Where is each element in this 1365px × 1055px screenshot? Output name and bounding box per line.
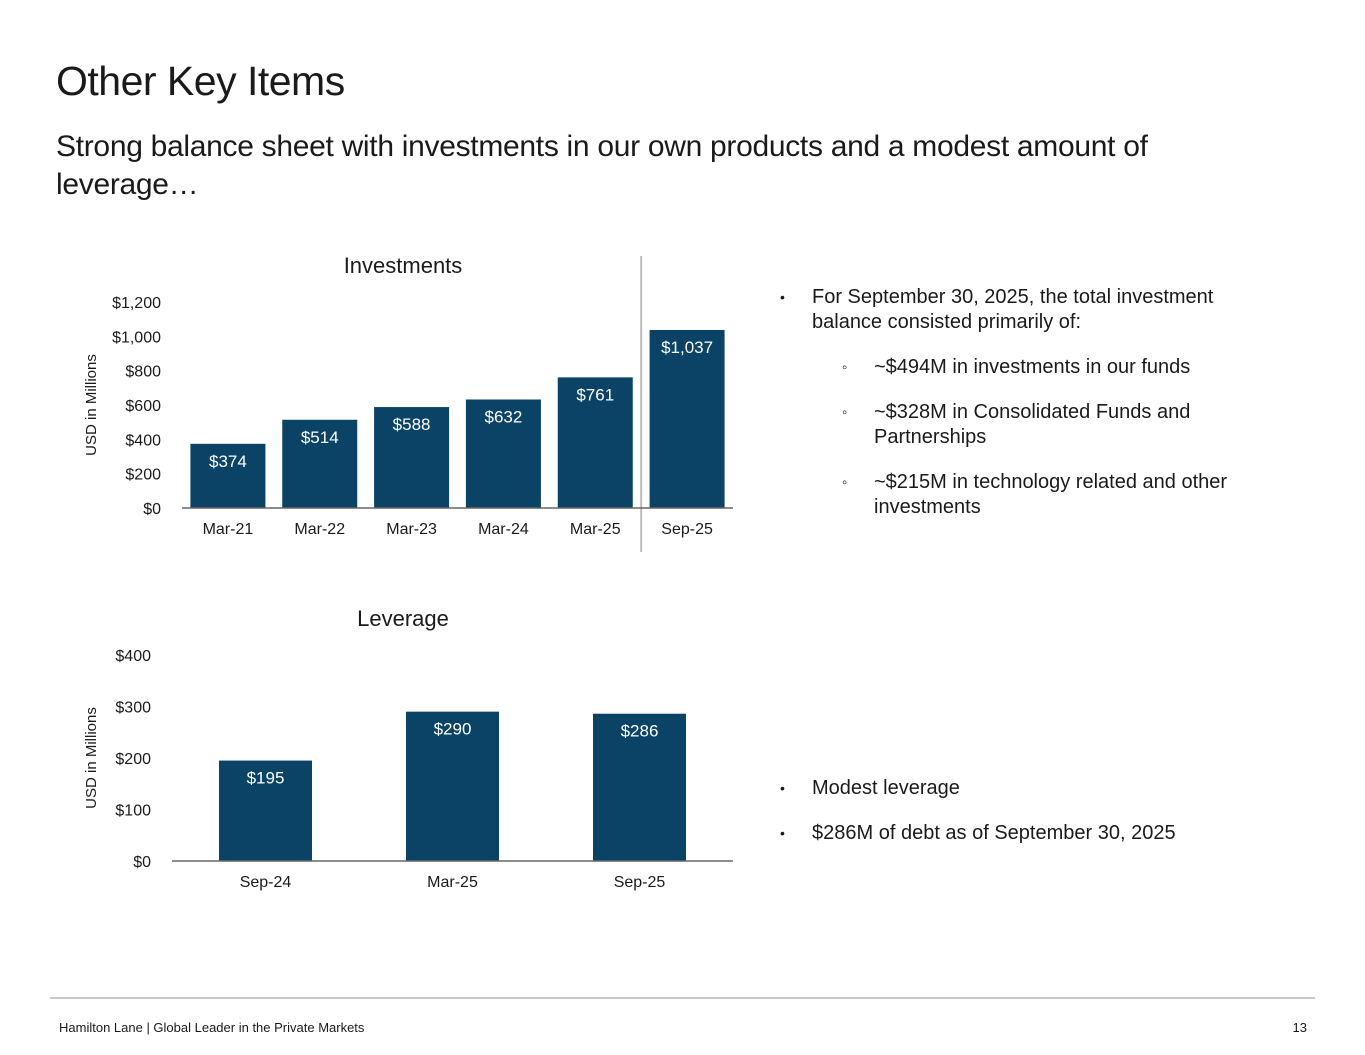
bar	[282, 419, 358, 508]
y-tick-label: $1,200	[112, 295, 161, 312]
investment-notes-main: For September 30, 2025, the total invest…	[780, 285, 1280, 335]
bar-value-label: $290	[434, 720, 472, 739]
investment-note-item: ~$215M in technology related and other i…	[842, 470, 1280, 520]
bar	[593, 713, 686, 861]
investment-note-item: ~$494M in investments in our funds	[842, 355, 1280, 380]
leverage-note-item: Modest leverage	[780, 776, 1280, 801]
y-tick-label: $0	[133, 854, 151, 871]
bar	[465, 399, 541, 508]
y-tick-label: $800	[125, 364, 161, 381]
y-tick-label: $1,000	[112, 329, 161, 346]
investment-note-item: ~$328M in Consolidated Funds and Partner…	[842, 400, 1280, 450]
chart-title: Leverage	[357, 606, 449, 631]
bar	[649, 329, 725, 508]
bar	[557, 377, 633, 508]
y-tick-label: $200	[125, 467, 161, 484]
x-tick-label: Mar-23	[386, 521, 437, 538]
x-tick-label: Sep-25	[614, 874, 666, 891]
footer-text: Hamilton Lane | Global Leader in the Pri…	[59, 1020, 365, 1035]
x-tick-label: Mar-22	[294, 521, 345, 538]
leverage-note-item: $286M of debt as of September 30, 2025	[780, 821, 1280, 846]
y-axis-label: USD in Millions	[83, 354, 100, 456]
page-subtitle: Strong balance sheet with investments in…	[56, 130, 1148, 201]
bar-value-label: $195	[247, 769, 285, 788]
leverage-notes: Modest leverage $286M of debt as of Sept…	[780, 776, 1280, 866]
bar	[190, 443, 266, 508]
y-tick-label: $600	[125, 398, 161, 415]
investments-chart: Investments USD in Millions $0 $200 $400 $600…	[83, 253, 733, 552]
bar-value-label: $761	[576, 385, 614, 404]
bar	[374, 407, 450, 508]
chart-title: Investments	[344, 253, 463, 278]
y-tick-label: $400	[125, 432, 161, 449]
x-tick-label: Mar-25	[570, 521, 621, 538]
x-tick-label: Sep-24	[240, 874, 292, 891]
bar	[219, 760, 312, 861]
bar-value-label: $286	[621, 722, 659, 741]
leverage-chart: Leverage USD in Millions $0 $100 $200 $300 $40…	[83, 606, 733, 891]
bar-value-label: $588	[393, 415, 431, 434]
footer-divider	[50, 997, 1315, 999]
bar-value-label: $514	[301, 428, 339, 447]
bar-value-label: $374	[209, 452, 247, 471]
page-title: Other Key Items	[56, 58, 345, 104]
y-tick-label: $300	[115, 700, 151, 717]
bar-value-label: $632	[485, 408, 523, 427]
y-axis-label: USD in Millions	[83, 707, 100, 809]
y-tick-label: $100	[115, 803, 151, 820]
y-tick-label: $200	[115, 751, 151, 768]
investment-notes: For September 30, 2025, the total invest…	[780, 285, 1280, 540]
page-number: 13	[1292, 1020, 1307, 1035]
bar	[406, 711, 499, 861]
x-tick-label: Mar-24	[478, 521, 529, 538]
bar-value-label: $1,037	[661, 338, 713, 357]
y-tick-label: $0	[143, 501, 161, 518]
x-tick-label: Sep-25	[661, 521, 713, 538]
x-tick-label: Mar-25	[427, 874, 478, 891]
y-tick-label: $400	[115, 648, 151, 665]
x-tick-label: Mar-21	[203, 521, 254, 538]
